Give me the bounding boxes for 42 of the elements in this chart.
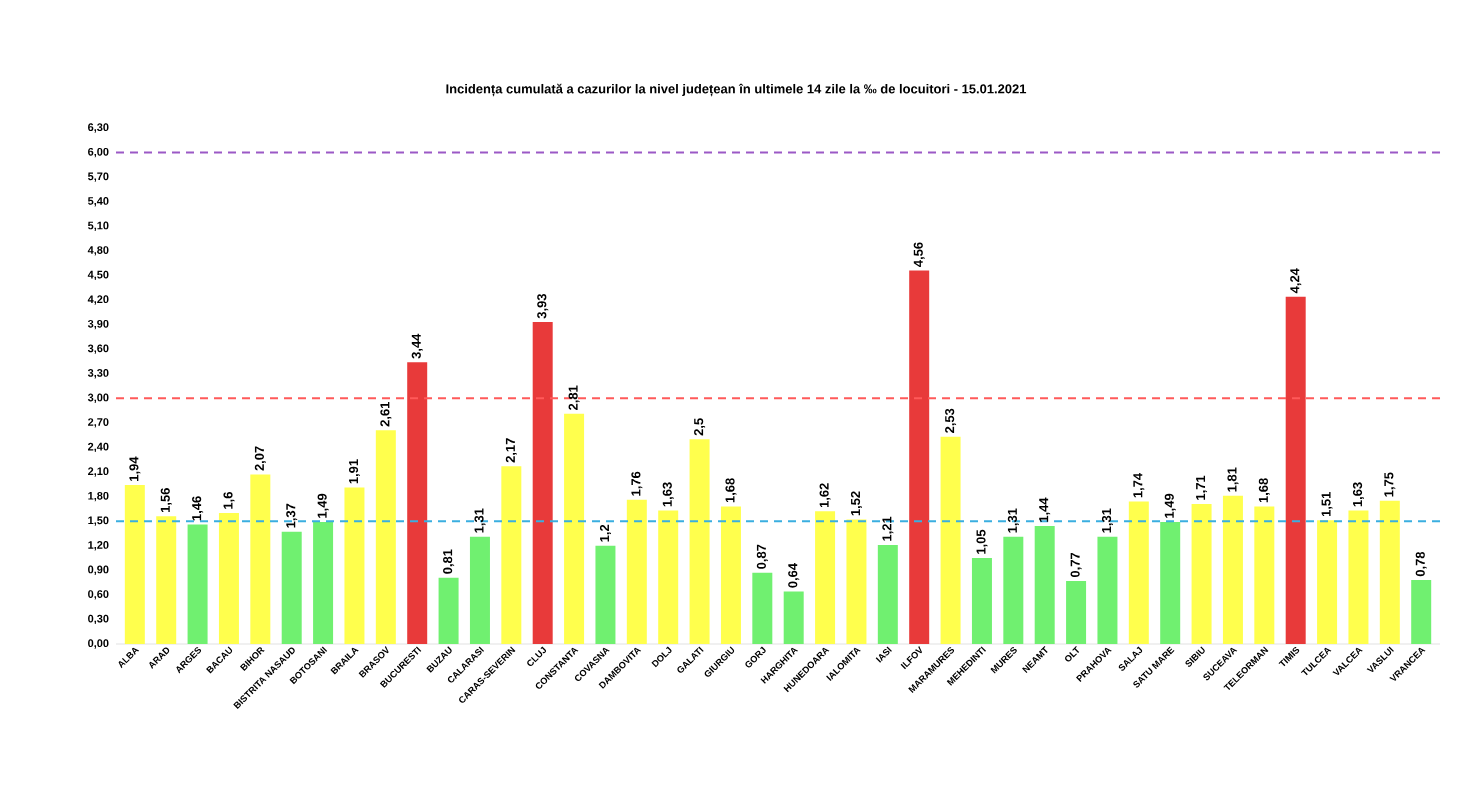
bar — [501, 466, 522, 644]
bar — [626, 499, 647, 644]
bar — [1003, 536, 1024, 644]
bar — [438, 577, 459, 644]
bar — [1411, 580, 1432, 644]
bar — [815, 511, 836, 644]
bar — [940, 436, 961, 644]
bar — [595, 545, 616, 644]
bar — [375, 430, 396, 644]
bar — [1317, 520, 1338, 644]
bar — [846, 519, 867, 644]
bar — [156, 516, 177, 644]
bar — [877, 544, 898, 644]
bar — [689, 439, 710, 644]
bar — [1066, 580, 1087, 644]
bar — [469, 536, 490, 644]
bar — [658, 510, 679, 644]
bar — [1160, 521, 1181, 644]
bar — [1348, 510, 1369, 644]
bar — [187, 524, 208, 644]
bar — [218, 512, 239, 644]
bar — [1379, 500, 1400, 644]
bar — [344, 487, 365, 644]
bar — [971, 558, 992, 644]
bar — [1128, 501, 1149, 644]
bar — [1285, 296, 1306, 644]
bar — [909, 270, 930, 644]
bar — [532, 322, 553, 644]
bar — [752, 572, 773, 644]
bar — [564, 413, 585, 644]
bar — [250, 474, 271, 644]
bar — [313, 521, 334, 644]
bar — [783, 591, 804, 644]
bar — [1191, 503, 1212, 644]
bar — [281, 531, 302, 644]
bar — [1254, 506, 1275, 644]
bar — [124, 485, 145, 644]
bar — [1222, 495, 1243, 644]
bar — [720, 506, 741, 644]
bar — [1097, 536, 1118, 644]
bar — [407, 362, 428, 644]
bar — [1034, 526, 1055, 644]
